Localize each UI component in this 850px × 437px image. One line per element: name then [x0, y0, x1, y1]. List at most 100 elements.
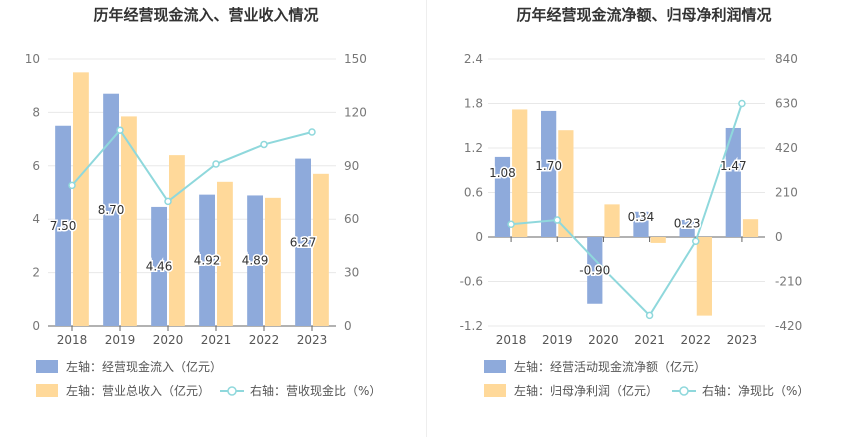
data-label: 4.46: [146, 259, 173, 273]
legend-swatch: [484, 384, 506, 397]
x-tick-label: 2021: [634, 333, 665, 347]
line-point: [599, 265, 608, 273]
y-left-tick-label: 2: [32, 266, 40, 280]
bar-primary: [494, 156, 511, 237]
line-point: [553, 216, 561, 224]
y-left-tick-label: 0.6: [464, 186, 483, 200]
line-point: [692, 237, 700, 245]
data-label: 1.70: [535, 159, 562, 173]
series-line: [510, 103, 743, 318]
data-label: 4.92: [194, 253, 221, 267]
bar-primary: [199, 194, 215, 326]
x-tick-label: 2019: [542, 333, 573, 347]
legend-label: 左轴：营业总收入（亿元）: [66, 383, 210, 398]
x-tick-label: 2019: [105, 333, 136, 347]
bar-secondary: [265, 197, 281, 326]
line-point: [260, 140, 268, 149]
bar-secondary: [512, 109, 528, 237]
y-right-tick-label: 0: [344, 319, 352, 333]
y-left-tick-label: 2.4: [464, 52, 483, 66]
data-label: 0.34: [628, 210, 655, 224]
y-right-tick-label: 90: [344, 159, 359, 173]
bar-primary: [541, 110, 557, 237]
legend-swatch: [36, 360, 58, 373]
line-point: [164, 197, 172, 206]
x-tick-label: 2018: [496, 333, 527, 347]
y-right-tick-label: 60: [344, 212, 359, 226]
y-right-tick-label: -420: [775, 319, 802, 333]
x-tick-label: 2018: [57, 333, 88, 347]
y-left-tick-label: 10: [25, 52, 40, 66]
legend-label: 左轴：经营现金流入（亿元）: [66, 359, 222, 374]
data-label: 8.70: [98, 203, 125, 217]
line-point: [645, 311, 654, 320]
bar-primary: [295, 158, 311, 326]
chart-title: 历年经营现金流净额、归母净利润情况: [516, 6, 771, 24]
data-label: -0.90: [579, 263, 610, 277]
y-right-tick-label: 30: [344, 266, 359, 280]
y-right-tick-label: 120: [344, 105, 367, 119]
data-label: 4.89: [242, 254, 269, 268]
chart-title: 历年经营现金流入、营业收入情况: [93, 6, 318, 24]
data-label: 7.50: [50, 219, 77, 233]
bar-primary: [151, 206, 167, 326]
x-tick-label: 2020: [588, 333, 619, 347]
line-point: [212, 160, 220, 168]
chart-net-cashflow-profit: 历年经营现金流净额、归母净利润情况 -1.2 -0.6 0 0.6 1.2 1.8 2.4 -4…: [460, 6, 810, 398]
legend-label: 右轴：营收现金比（%）: [250, 383, 381, 398]
bar-secondary: [217, 181, 233, 326]
bar-secondary: [169, 155, 185, 326]
legend-label: 右轴：净现比（%）: [702, 383, 809, 398]
bar-primary: [633, 211, 649, 237]
bar-secondary: [313, 173, 329, 326]
bar-primary: [55, 125, 71, 326]
data-label: 1.08: [489, 166, 516, 180]
legend-swatch: [484, 360, 506, 373]
x-tick-label: 2023: [297, 333, 328, 347]
bar-primary: [679, 219, 695, 237]
legend-swatch: [36, 384, 58, 397]
y-left-tick-label: 1.8: [464, 97, 483, 111]
bar-secondary: [742, 219, 759, 237]
panel-divider: [426, 0, 427, 437]
y-right-tick-label: 840: [775, 52, 798, 66]
legend-label: 左轴：归母净利润（亿元）: [514, 383, 658, 398]
series-line: [71, 128, 313, 203]
chart-cash-inflow-revenue: 历年经营现金流入、营业收入情况 0 2 4 6 8 10 0 30 60 90 120 150 2018 2…: [25, 6, 382, 398]
bar-primary: [103, 93, 119, 327]
bar-secondary: [604, 204, 620, 237]
chart-layer: 历年经营现金流入、营业收入情况 0 2 4 6 8 10 0 30 60 90 120 150 2018 2…: [25, 6, 382, 398]
x-tick-label: 2020: [153, 333, 184, 347]
legend-marker: [227, 386, 237, 396]
x-tick-label: 2021: [201, 333, 232, 347]
y-left-tick-label: 1.2: [464, 141, 483, 155]
y-left-tick-label: 8: [32, 105, 40, 119]
data-label: 0.23: [674, 216, 701, 230]
line-point: [738, 99, 746, 108]
data-label: 1.47: [720, 159, 747, 173]
y-right-tick-label: 210: [775, 186, 798, 200]
y-right-tick-label: 420: [775, 141, 798, 155]
y-right-tick-label: 0: [775, 230, 783, 244]
bar-secondary: [696, 237, 712, 316]
x-tick-label: 2022: [680, 333, 711, 347]
bar-primary: [725, 127, 741, 237]
line-point: [68, 181, 76, 190]
y-right-tick-label: 630: [775, 97, 798, 111]
legend-marker: [679, 386, 689, 396]
x-tick-label: 2022: [249, 333, 280, 347]
y-right-tick-label: -210: [775, 275, 802, 289]
bar-secondary: [558, 130, 574, 237]
bar-primary: [247, 195, 263, 326]
bar-primary: [587, 237, 603, 304]
y-left-tick-label: 6: [32, 159, 40, 173]
line-point: [308, 128, 316, 136]
y-left-tick-label: 4: [32, 212, 40, 226]
y-left-tick-label: -1.2: [460, 319, 483, 333]
y-left-tick-label: 0: [475, 230, 483, 244]
x-tick-label: 2023: [727, 333, 758, 347]
chart-layer: 历年经营现金流净额、归母净利润情况 -1.2 -0.6 0 0.6 1.2 1.8 2.4 -4…: [460, 6, 810, 398]
bar-secondary: [650, 237, 666, 243]
line-point: [116, 126, 124, 134]
